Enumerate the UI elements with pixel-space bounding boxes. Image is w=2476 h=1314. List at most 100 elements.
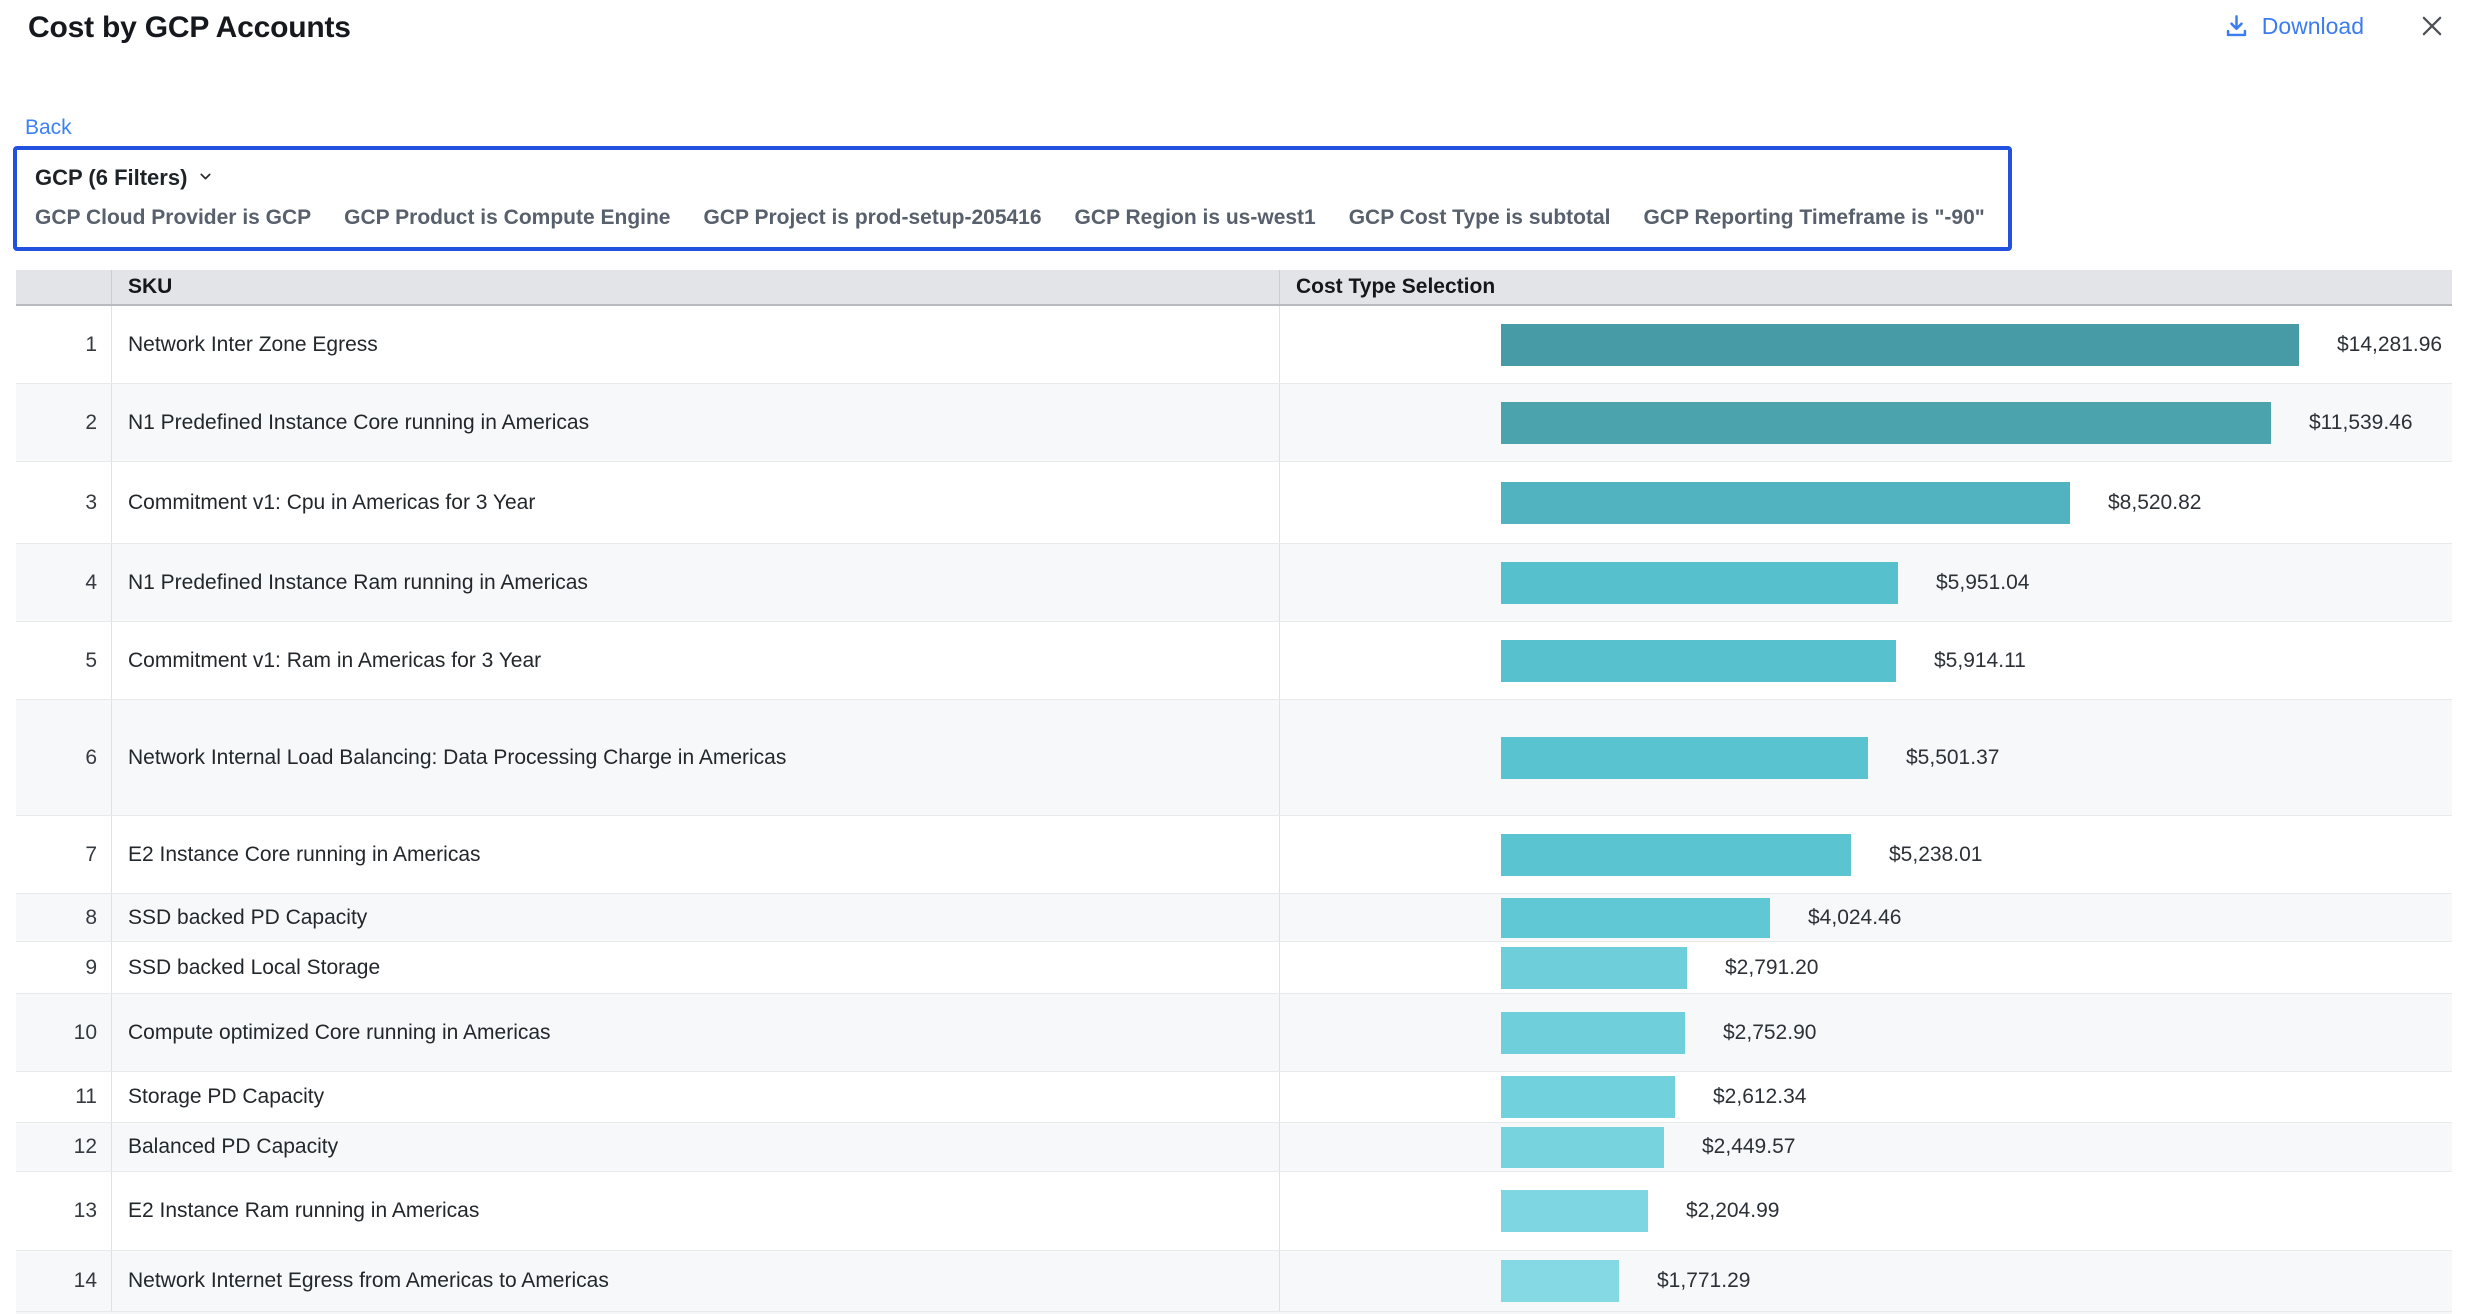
row-index: 6 bbox=[16, 700, 112, 815]
filter-chip[interactable]: GCP Region is us-west1 bbox=[1074, 206, 1316, 229]
filter-chip[interactable]: GCP Project is prod-setup-205416 bbox=[703, 206, 1042, 229]
cost-value: $2,752.90 bbox=[1723, 1020, 1817, 1044]
row-number-column-header bbox=[16, 270, 112, 304]
chevron-down-icon bbox=[197, 165, 214, 191]
cost-value: $8,520.82 bbox=[2108, 490, 2202, 514]
row-index: 3 bbox=[16, 462, 112, 543]
filter-group-label: GCP (6 Filters) bbox=[35, 165, 188, 190]
filter-chip[interactable]: GCP Cloud Provider is GCP bbox=[35, 206, 312, 229]
table-row: 12 Balanced PD Capacity $2,449.57 bbox=[16, 1123, 2452, 1172]
cost-value: $2,791.20 bbox=[1725, 955, 1819, 979]
filter-group-toggle[interactable]: GCP (6 Filters) bbox=[35, 165, 214, 191]
cost-bar[interactable] bbox=[1501, 1076, 1675, 1118]
sku-label: N1 Predefined Instance Ram running in Am… bbox=[112, 544, 1280, 621]
cost-bar[interactable] bbox=[1501, 639, 1896, 682]
cost-value: $5,238.01 bbox=[1889, 842, 1983, 866]
row-index: 14 bbox=[16, 1251, 112, 1311]
cost-bar[interactable] bbox=[1501, 897, 1770, 938]
cost-bar-cell: $2,449.57 bbox=[1280, 1123, 2452, 1171]
cost-bar[interactable] bbox=[1501, 323, 2299, 366]
table-row: 10 Compute optimized Core running in Ame… bbox=[16, 994, 2452, 1072]
cost-bar[interactable] bbox=[1501, 1260, 1619, 1302]
cost-bar-cell: $14,281.96 bbox=[1280, 306, 2452, 383]
cost-table: SKU Cost Type Selection 1 Network Inter … bbox=[16, 270, 2452, 1314]
cost-bar-cell: $8,520.82 bbox=[1280, 462, 2452, 543]
sku-label: Commitment v1: Ram in Americas for 3 Yea… bbox=[112, 622, 1280, 699]
table-row: 13 E2 Instance Ram running in Americas $… bbox=[16, 1172, 2452, 1251]
cost-value: $2,204.99 bbox=[1686, 1199, 1780, 1222]
sku-label: Commitment v1: Cpu in Americas for 3 Yea… bbox=[112, 462, 1280, 543]
cost-bar[interactable] bbox=[1501, 1126, 1664, 1168]
row-index: 1 bbox=[16, 306, 112, 383]
cost-bar-cell: $2,612.34 bbox=[1280, 1072, 2452, 1122]
table-row: 8 SSD backed PD Capacity $4,024.46 bbox=[16, 894, 2452, 942]
cost-bar[interactable] bbox=[1501, 946, 1687, 989]
sku-label: SSD backed PD Capacity bbox=[112, 894, 1280, 941]
filter-group: GCP (6 Filters) GCP Cloud Provider is GC… bbox=[13, 146, 2012, 251]
cost-bar[interactable] bbox=[1501, 1190, 1648, 1232]
sku-label: Network Internet Egress from Americas to… bbox=[112, 1251, 1280, 1311]
cost-bar-cell: $2,791.20 bbox=[1280, 942, 2452, 993]
table-row: 6 Network Internal Load Balancing: Data … bbox=[16, 700, 2452, 816]
table-row: 7 E2 Instance Core running in Americas $… bbox=[16, 816, 2452, 894]
close-icon[interactable] bbox=[2418, 12, 2446, 40]
cost-bar-cell: $4,024.46 bbox=[1280, 894, 2452, 941]
cost-value: $2,612.34 bbox=[1713, 1085, 1807, 1108]
row-index: 8 bbox=[16, 894, 112, 941]
sku-label: Network Inter Zone Egress bbox=[112, 306, 1280, 383]
filter-chip[interactable]: GCP Product is Compute Engine bbox=[344, 206, 671, 229]
cost-bar[interactable] bbox=[1501, 481, 2070, 524]
row-index: 10 bbox=[16, 994, 112, 1071]
cost-bar[interactable] bbox=[1501, 561, 1898, 604]
cost-type-selection-column-header: Cost Type Selection bbox=[1296, 275, 1496, 298]
download-icon bbox=[2223, 13, 2250, 40]
table-row: 2 N1 Predefined Instance Core running in… bbox=[16, 384, 2452, 462]
sku-label: Balanced PD Capacity bbox=[112, 1123, 1280, 1171]
page-title: Cost by GCP Accounts bbox=[28, 11, 351, 44]
row-index: 5 bbox=[16, 622, 112, 699]
filter-chip[interactable]: GCP Reporting Timeframe is "-90" bbox=[1643, 206, 1985, 229]
cost-bar-cell: $1,771.29 bbox=[1280, 1251, 2452, 1311]
cost-bar[interactable] bbox=[1501, 1011, 1685, 1054]
table-header: SKU Cost Type Selection bbox=[16, 270, 2452, 306]
cost-bar[interactable] bbox=[1501, 401, 2271, 444]
cost-bar-cell: $11,539.46 bbox=[1280, 384, 2452, 461]
cost-bar-cell: $5,238.01 bbox=[1280, 816, 2452, 893]
sku-label: SSD backed Local Storage bbox=[112, 942, 1280, 993]
cost-value: $11,539.46 bbox=[2309, 410, 2413, 434]
cost-bar-cell: $5,501.37 bbox=[1280, 700, 2452, 815]
cost-value: $5,501.37 bbox=[1906, 745, 2000, 769]
sku-label: E2 Instance Core running in Americas bbox=[112, 816, 1280, 893]
cost-value: $1,771.29 bbox=[1657, 1269, 1751, 1292]
sku-label: E2 Instance Ram running in Americas bbox=[112, 1172, 1280, 1250]
table-row: 4 N1 Predefined Instance Ram running in … bbox=[16, 544, 2452, 622]
filter-chip[interactable]: GCP Cost Type is subtotal bbox=[1348, 206, 1611, 229]
cost-bar[interactable] bbox=[1501, 833, 1851, 876]
download-button[interactable]: Download bbox=[2223, 13, 2364, 40]
row-index: 9 bbox=[16, 942, 112, 993]
table-row: 11 Storage PD Capacity $2,612.34 bbox=[16, 1072, 2452, 1123]
table-row: 14 Network Internet Egress from Americas… bbox=[16, 1251, 2452, 1312]
row-index: 12 bbox=[16, 1123, 112, 1171]
table-body: 1 Network Inter Zone Egress $14,281.96 2… bbox=[16, 306, 2452, 1312]
cost-bar-cell: $2,752.90 bbox=[1280, 994, 2452, 1071]
sku-column-header: SKU bbox=[112, 270, 1280, 304]
sku-label: N1 Predefined Instance Core running in A… bbox=[112, 384, 1280, 461]
header-bar: Cost by GCP Accounts Download bbox=[0, 0, 2476, 46]
back-link[interactable]: Back bbox=[25, 116, 72, 139]
table-row: 9 SSD backed Local Storage $2,791.20 bbox=[16, 942, 2452, 994]
row-index: 13 bbox=[16, 1172, 112, 1250]
cost-value: $2,449.57 bbox=[1702, 1135, 1796, 1158]
row-index: 4 bbox=[16, 544, 112, 621]
table-row: 3 Commitment v1: Cpu in Americas for 3 Y… bbox=[16, 462, 2452, 544]
table-row: 1 Network Inter Zone Egress $14,281.96 bbox=[16, 306, 2452, 384]
sku-label: Network Internal Load Balancing: Data Pr… bbox=[112, 700, 1280, 815]
cost-bar-cell: $2,204.99 bbox=[1280, 1172, 2452, 1250]
download-label: Download bbox=[2261, 12, 2364, 39]
cost-bar-cell: $5,914.11 bbox=[1280, 622, 2452, 699]
cost-value: $4,024.46 bbox=[1808, 905, 1902, 929]
cost-bar[interactable] bbox=[1501, 736, 1868, 779]
header-actions: Download bbox=[2223, 12, 2446, 40]
table-row: 5 Commitment v1: Ram in Americas for 3 Y… bbox=[16, 622, 2452, 700]
filter-chip-list: GCP Cloud Provider is GCP GCP Product is … bbox=[35, 206, 1990, 230]
